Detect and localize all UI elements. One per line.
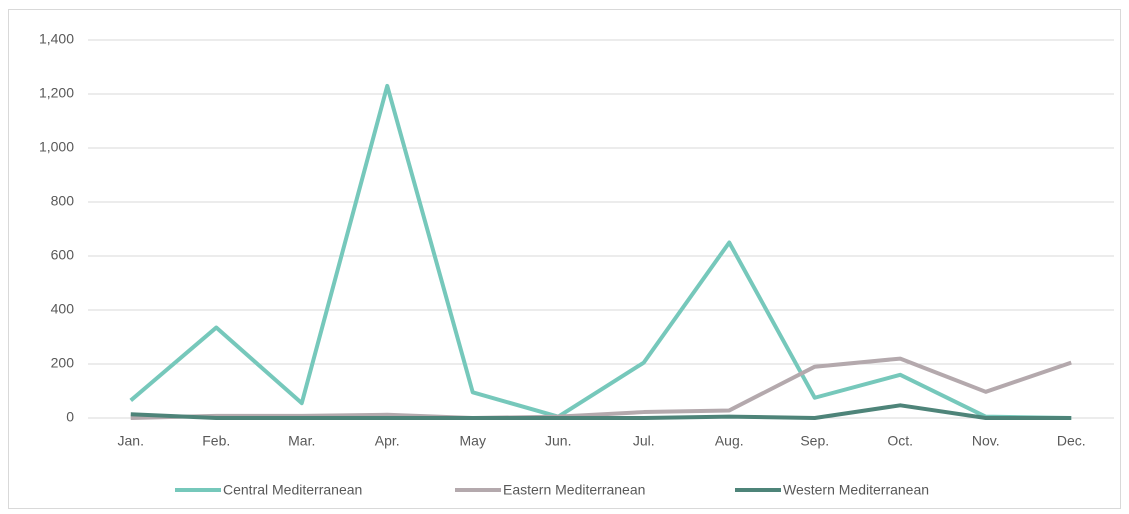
x-tick-label: May	[460, 433, 486, 449]
y-tick-label: 800	[51, 193, 75, 209]
y-tick-label: 1,200	[39, 85, 74, 101]
x-tick-label: Aug.	[715, 433, 744, 449]
x-tick-label: Dec.	[1057, 433, 1086, 449]
x-tick-label: Mar.	[288, 433, 315, 449]
x-tick-label: Oct.	[887, 433, 913, 449]
y-tick-label: 400	[51, 301, 75, 317]
x-tick-label: Nov.	[972, 433, 1000, 449]
x-tick-label: Apr.	[375, 433, 400, 449]
x-tick-label: Feb.	[202, 433, 230, 449]
x-tick-label: Jan.	[118, 433, 144, 449]
series-line	[130, 356, 1072, 420]
y-tick-label: 1,000	[39, 139, 74, 155]
x-tick-label: Sep.	[800, 433, 829, 449]
x-tick-label: Jun.	[545, 433, 571, 449]
x-tick-label: Jul.	[633, 433, 655, 449]
series-line	[129, 83, 1072, 420]
y-tick-label: 0	[66, 409, 74, 425]
y-tick-label: 600	[51, 247, 75, 263]
y-tick-label: 200	[51, 355, 75, 371]
series-line	[130, 403, 1072, 420]
legend-label: Western Mediterranean	[783, 482, 929, 498]
legend-label: Central Mediterranean	[223, 482, 362, 498]
legend-label: Eastern Mediterranean	[503, 482, 645, 498]
y-tick-label: 1,400	[39, 31, 74, 47]
chart-border	[8, 9, 1121, 509]
